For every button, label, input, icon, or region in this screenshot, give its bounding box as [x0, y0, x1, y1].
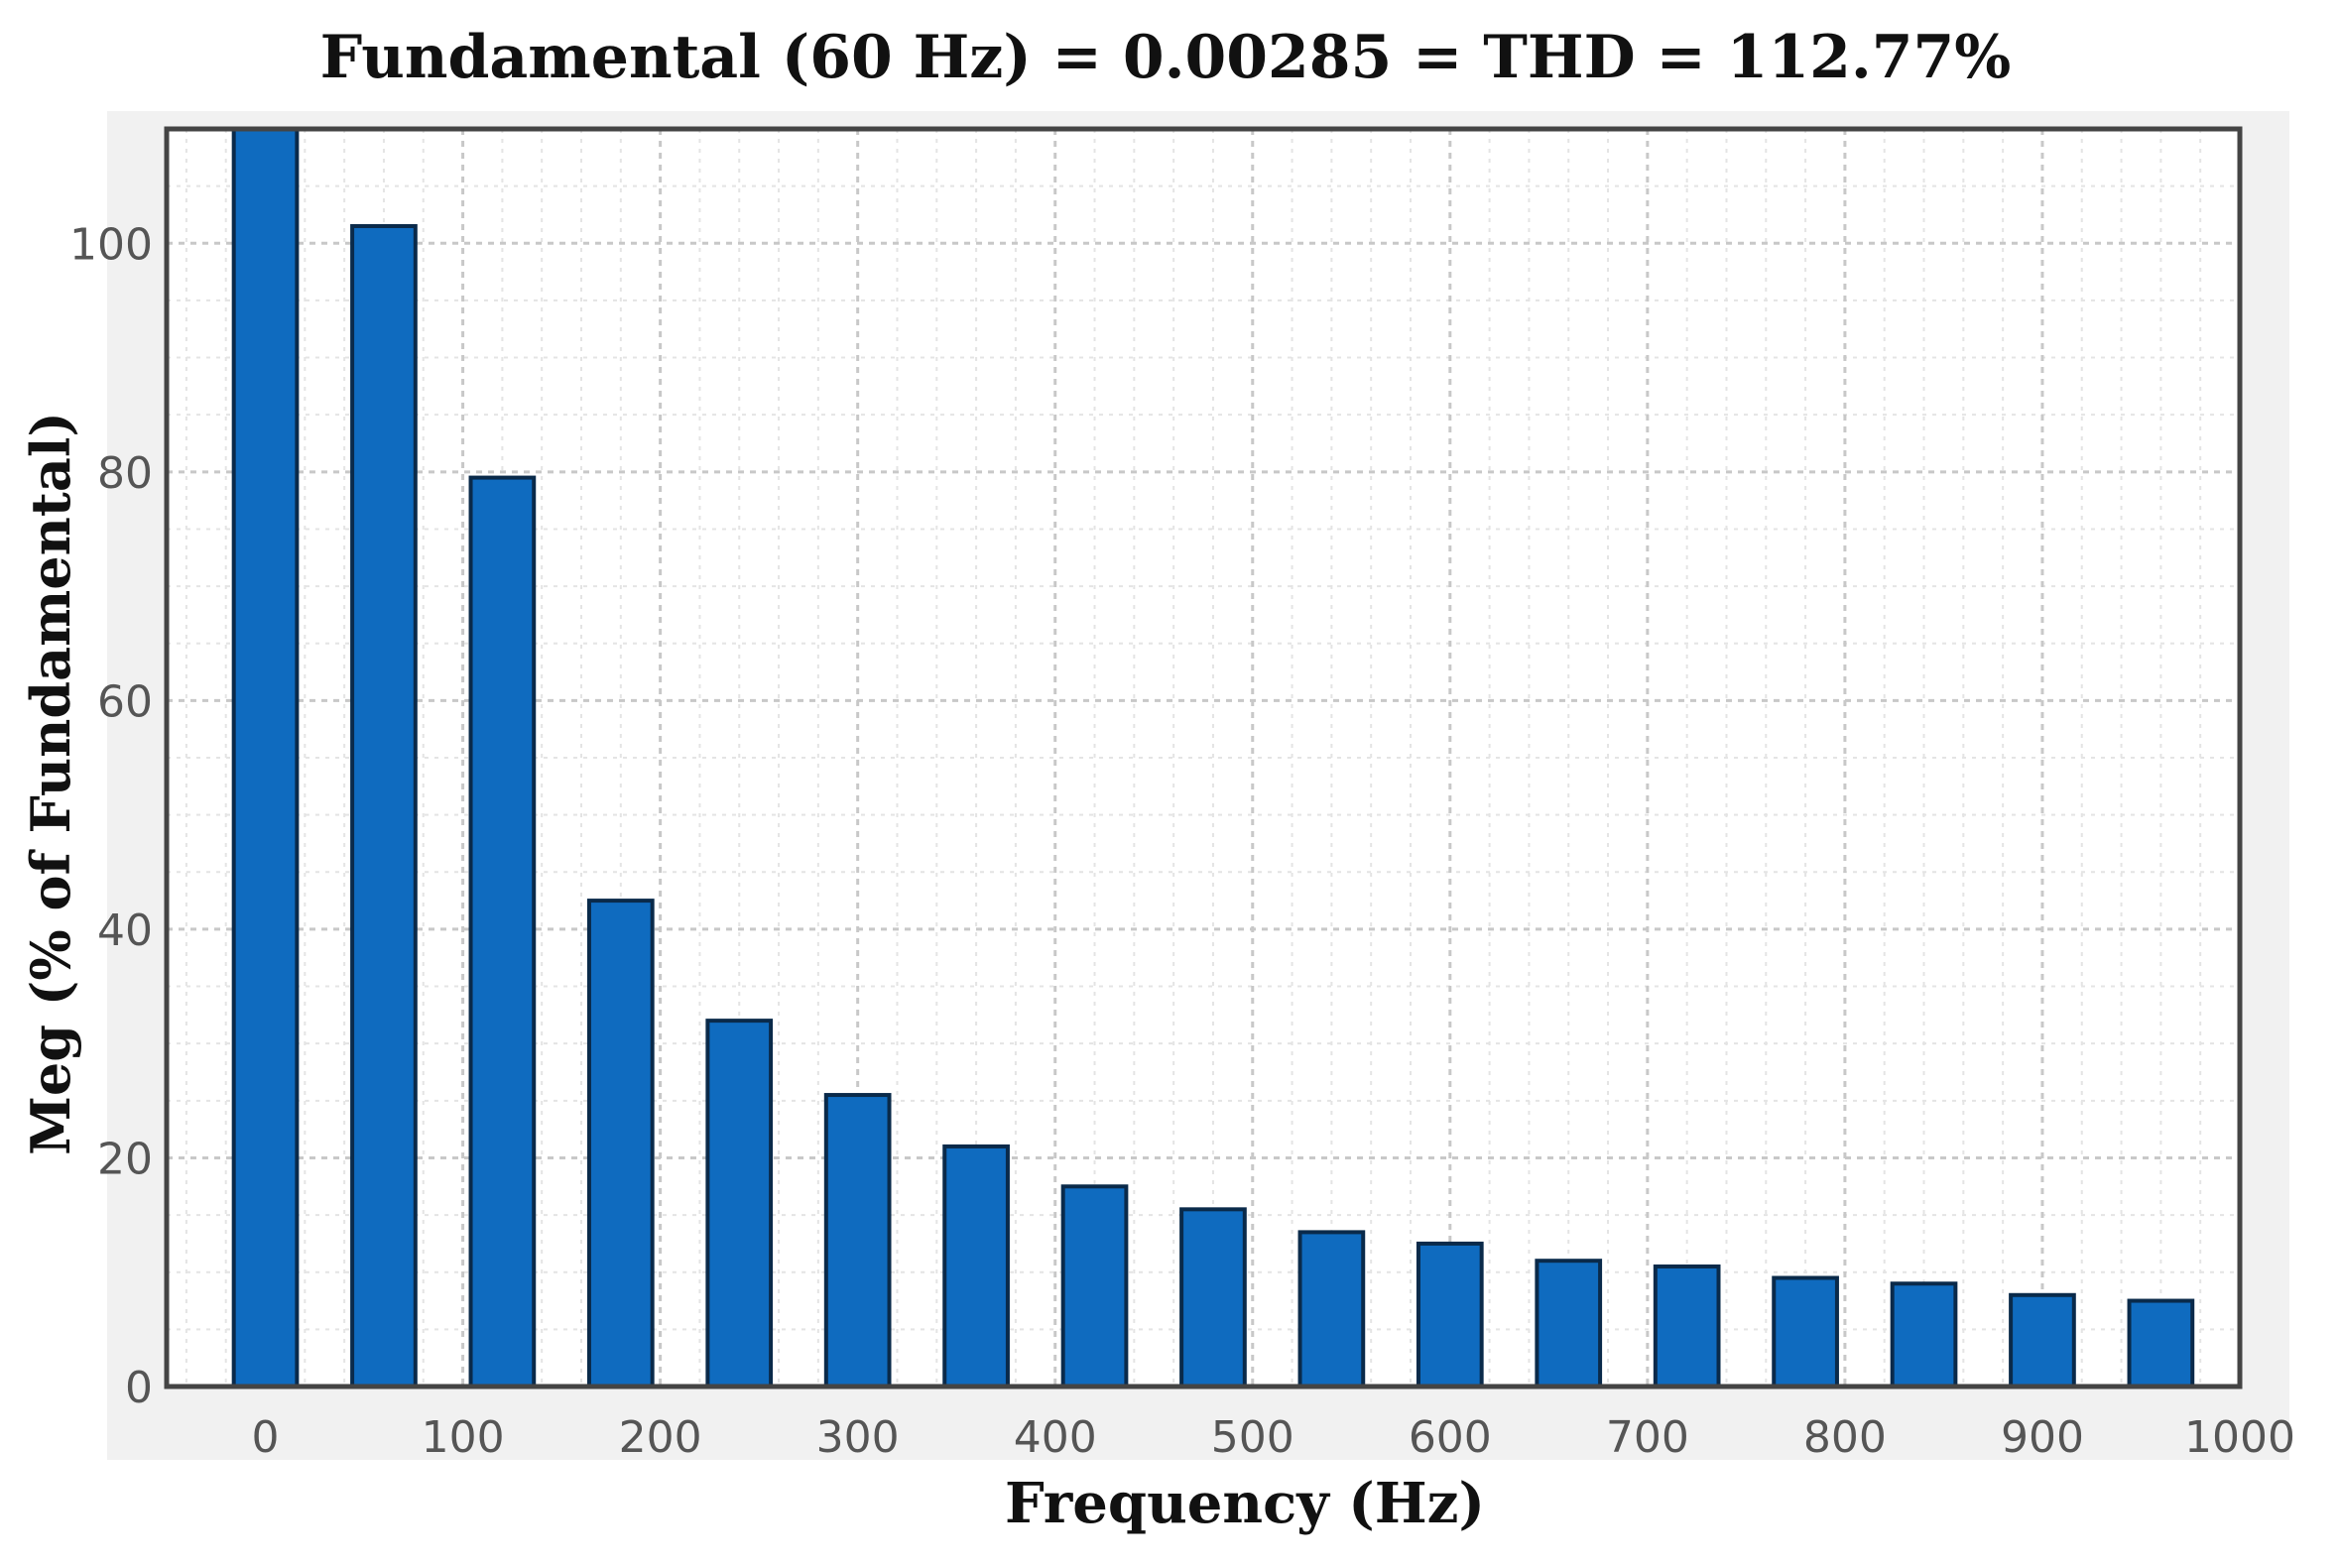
tick-labels: 0 100 200 300 400 500 600 700 800 900 1000 0 20 40 60 8…: [69, 219, 2295, 1463]
y-tick-label: 40: [97, 905, 153, 956]
bar-660hz: [1535, 1259, 1603, 1388]
bar-360hz: [942, 1144, 1010, 1388]
bar-240hz: [705, 1019, 774, 1389]
x-tick-label: 900: [2001, 1412, 2084, 1463]
chart-title: Fundamental (60 Hz) = 0.00285 = THD = 11…: [320, 23, 2012, 92]
bar-300hz: [823, 1093, 892, 1389]
bar-180hz: [586, 899, 655, 1388]
y-tick-label: 0: [125, 1363, 153, 1413]
x-tick-label: 200: [619, 1412, 702, 1463]
y-tick-label: 80: [97, 448, 153, 499]
y-tick-label: 20: [97, 1134, 153, 1184]
x-tick-label: 1000: [2184, 1412, 2295, 1463]
x-tick-label: 300: [816, 1412, 900, 1463]
x-tick-label: 100: [422, 1412, 505, 1463]
x-axis-title: Frequency (Hz): [1005, 1471, 1485, 1536]
x-tick-label: 500: [1211, 1412, 1294, 1463]
x-tick-label: 600: [1409, 1412, 1492, 1463]
x-tick-label: 700: [1606, 1412, 1689, 1463]
bar-600hz: [1416, 1241, 1484, 1388]
y-tick-label: 100: [69, 219, 153, 270]
bar-540hz: [1297, 1230, 1366, 1389]
bar-960hz: [2127, 1298, 2195, 1388]
bar-720hz: [1653, 1264, 1721, 1388]
bar-480hz: [1179, 1207, 1247, 1388]
bar-780hz: [1772, 1275, 1839, 1389]
bar-60hz: [350, 223, 418, 1388]
y-tick-label: 60: [97, 676, 153, 727]
x-tick-label: 800: [1803, 1412, 1887, 1463]
bar-120hz: [468, 475, 537, 1388]
bar-840hz: [1890, 1281, 1958, 1388]
bar-420hz: [1060, 1184, 1129, 1388]
plot-area-frame: [164, 126, 2243, 1389]
bars-series: [231, 127, 2195, 1389]
bar-900hz: [2009, 1292, 2076, 1389]
x-tick-label: 400: [1014, 1412, 1097, 1463]
x-tick-label: 0: [252, 1412, 280, 1463]
bar-0hz: [231, 127, 300, 1388]
y-axis-title: Meg (% of Fundamental): [19, 412, 82, 1155]
